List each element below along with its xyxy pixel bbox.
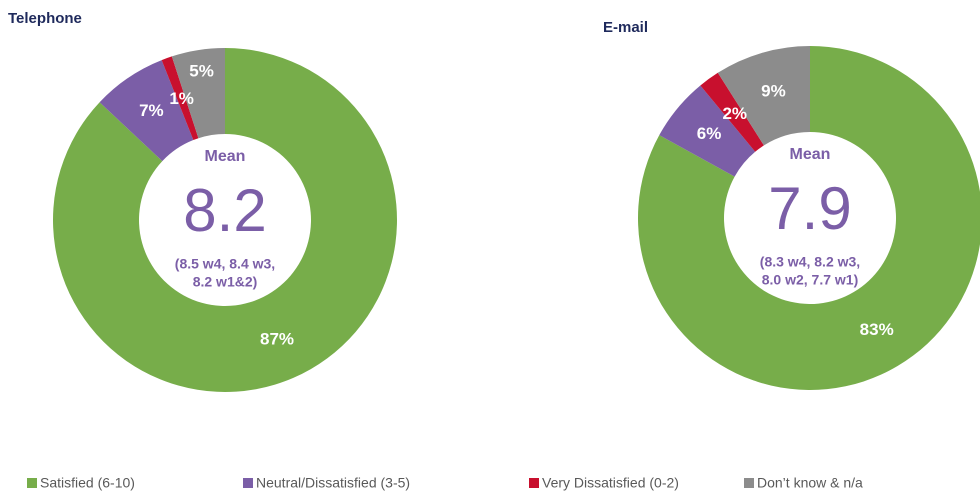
mean-value: 7.9 — [768, 175, 851, 242]
mean-note: (8.5 w4, 8.4 w3, — [175, 256, 275, 272]
data-label: 6% — [697, 124, 722, 143]
data-label: 9% — [761, 82, 786, 101]
mean-note: 8.0 w2, 7.7 w1) — [762, 272, 859, 288]
chart-title: Telephone — [8, 10, 82, 27]
mean-label: Mean — [205, 148, 246, 165]
data-label: 7% — [139, 101, 164, 120]
mean-note: (8.3 w4, 8.2 w3, — [760, 254, 860, 270]
legend-label: Very Dissatisfied (0-2) — [542, 475, 679, 491]
slice — [659, 85, 756, 177]
legend-label: Neutral/Dissatisfied (3-5) — [256, 475, 410, 491]
slice — [700, 72, 764, 152]
data-label: 83% — [860, 320, 894, 339]
data-label: 2% — [722, 104, 747, 123]
slice — [171, 48, 225, 139]
slice — [717, 46, 810, 146]
mean-value: 8.2 — [183, 177, 266, 244]
slice — [161, 56, 199, 141]
slice — [99, 60, 194, 162]
data-label: 1% — [169, 89, 194, 108]
slice — [637, 46, 980, 390]
legend-swatch — [27, 478, 37, 488]
chart-title: E-mail — [603, 19, 648, 36]
legend-label: Satisfied (6-10) — [40, 475, 135, 491]
mean-label: Mean — [790, 146, 831, 163]
data-label: 5% — [189, 61, 214, 80]
mean-note: 8.2 w1&2) — [193, 274, 258, 290]
legend-swatch — [744, 478, 754, 488]
data-label: 87% — [260, 330, 294, 349]
legend-swatch — [529, 478, 539, 488]
legend-swatch — [243, 478, 253, 488]
slice — [52, 48, 397, 393]
legend-label: Don’t know & n/a — [757, 475, 863, 491]
